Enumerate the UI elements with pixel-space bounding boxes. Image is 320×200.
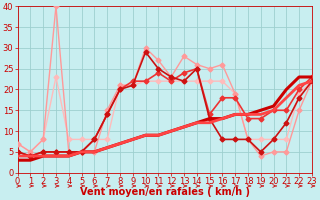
X-axis label: Vent moyen/en rafales ( km/h ): Vent moyen/en rafales ( km/h ) xyxy=(80,187,250,197)
